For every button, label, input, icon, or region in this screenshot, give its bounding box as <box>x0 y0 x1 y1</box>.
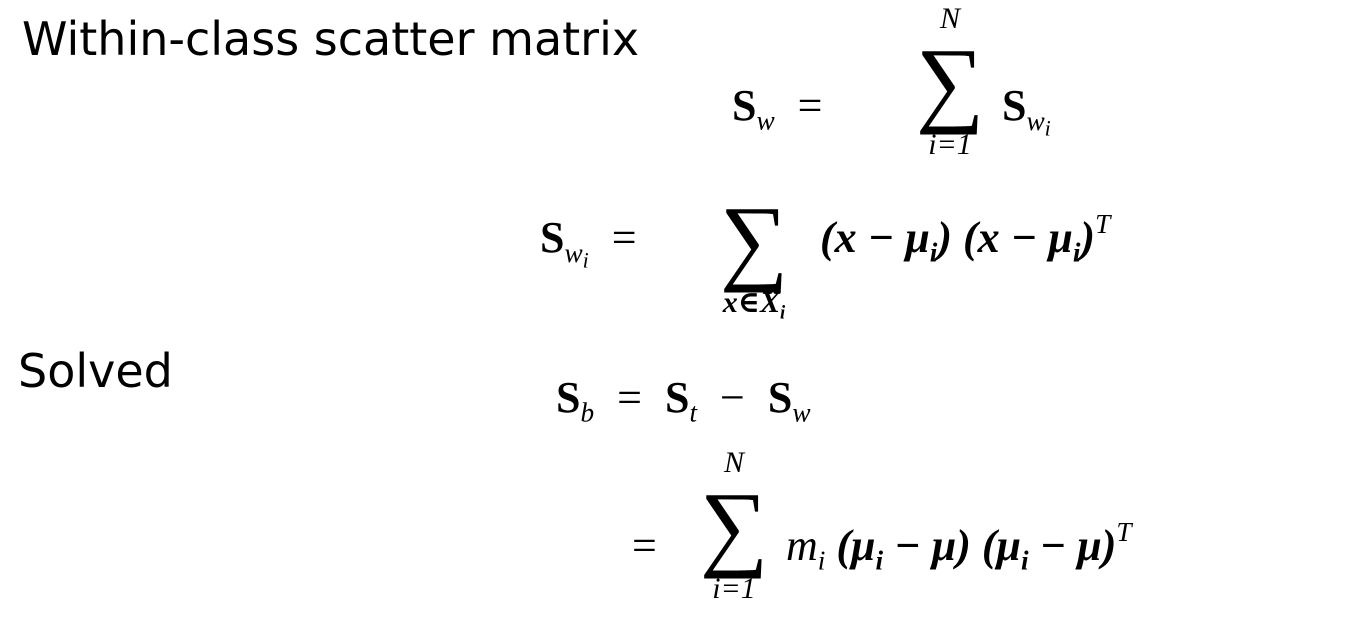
within-class-label: Within-class scatter matrix <box>22 12 640 66</box>
eq4-summation: N ∑ i=1 <box>699 446 769 605</box>
eq1-rhs: S <box>1002 81 1027 130</box>
equation-sb: Sb = St − Sw <box>556 373 811 428</box>
solved-label: Solved <box>18 344 173 398</box>
eq1-summation: N ∑ i=1 <box>915 2 985 161</box>
eq1-lhs: S <box>732 81 757 130</box>
eq2-summation: ∑ x∈Xi <box>719 186 789 324</box>
